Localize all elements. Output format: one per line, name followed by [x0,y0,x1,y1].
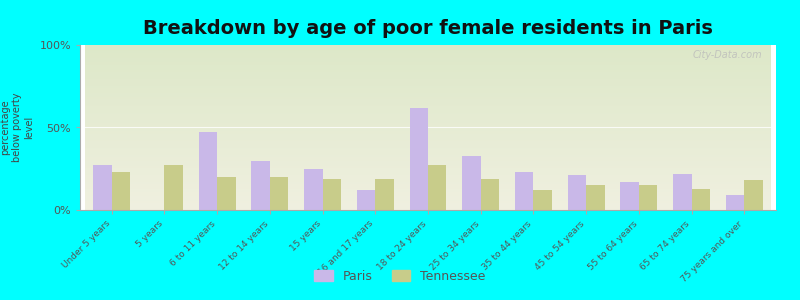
Bar [357,190,375,210]
Bar [428,165,446,210]
Bar [673,174,692,210]
Bar [270,177,288,210]
Legend: Paris, Tennessee: Paris, Tennessee [310,265,490,288]
Bar [515,172,534,210]
Bar [621,182,639,210]
Bar [112,172,130,210]
Y-axis label: percentage
below poverty
level: percentage below poverty level [1,93,34,162]
Bar [726,195,744,210]
Bar [322,178,341,210]
Bar [481,178,499,210]
Title: Breakdown by age of poor female residents in Paris: Breakdown by age of poor female resident… [143,19,713,38]
Bar [198,132,217,210]
Bar [534,190,552,210]
Bar [304,169,322,210]
Bar [93,165,112,210]
Bar [568,175,586,210]
Text: City-Data.com: City-Data.com [693,50,762,60]
Bar [410,108,428,210]
Bar [217,177,235,210]
Bar [744,180,763,210]
Bar [586,185,605,210]
Bar [692,188,710,210]
Bar [164,165,183,210]
Bar [375,178,394,210]
Bar [251,160,270,210]
Bar [462,155,481,210]
Bar [639,185,658,210]
